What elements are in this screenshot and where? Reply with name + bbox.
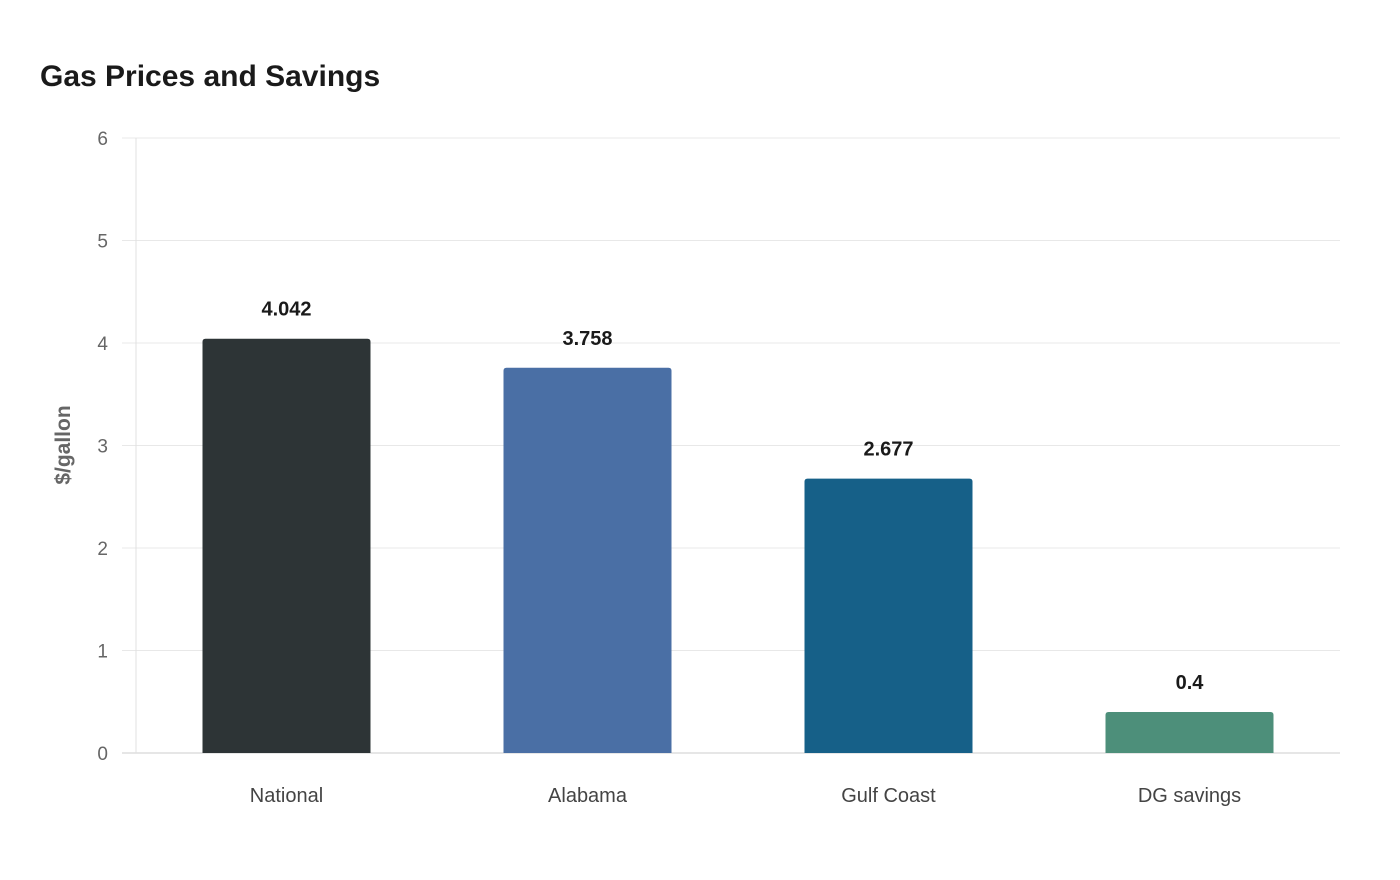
x-tick-label: National: [250, 785, 323, 807]
y-tick-label: 1: [97, 642, 108, 663]
x-tick-label: DG savings: [1138, 785, 1241, 807]
x-tick-label: Alabama: [548, 785, 628, 807]
y-tick-label: 6: [97, 129, 108, 150]
bar-alabama: [503, 367, 672, 753]
data-label: 4.042: [261, 299, 311, 321]
data-label: 0.4: [1176, 672, 1205, 694]
y-tick-label: 3: [97, 437, 108, 458]
x-tick-label: Gulf Coast: [841, 785, 936, 807]
y-tick-label: 5: [97, 232, 108, 253]
y-axis-label: $/gallon: [52, 405, 75, 484]
data-label: 2.677: [863, 439, 913, 461]
y-tick-label: 0: [97, 744, 108, 765]
chart-title: Gas Prices and Savings: [40, 60, 381, 93]
bar-dg-savings: [1105, 712, 1274, 753]
y-tick-label: 4: [97, 334, 108, 355]
bar-gulf-coast: [804, 478, 973, 753]
y-tick-label: 2: [97, 539, 108, 560]
bar-national: [202, 338, 371, 753]
data-label: 3.758: [562, 328, 612, 350]
